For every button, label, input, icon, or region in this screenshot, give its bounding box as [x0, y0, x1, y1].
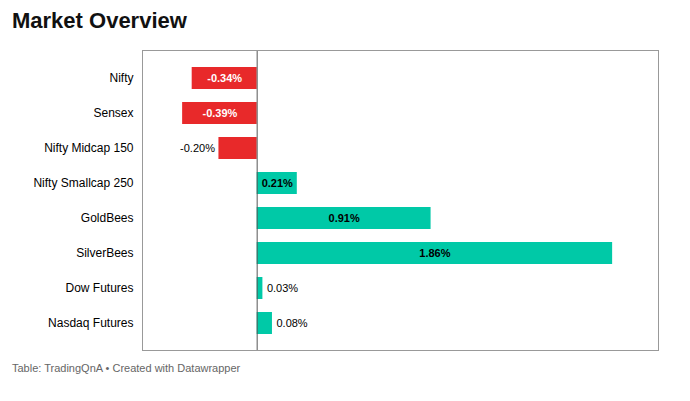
svg-text:Nasdaq Futures: Nasdaq Futures: [48, 316, 133, 330]
svg-text:-0.20%: -0.20%: [180, 142, 215, 154]
svg-text:0.21%: 0.21%: [262, 177, 293, 189]
svg-text:Nifty: Nifty: [110, 71, 134, 85]
svg-text:-0.34%: -0.34%: [207, 72, 242, 84]
html-text:Market Overview: Market Overview: [12, 8, 187, 33]
svg-text:SilverBees: SilverBees: [76, 246, 133, 260]
svg-text:Nifty Midcap 150: Nifty Midcap 150: [44, 141, 134, 155]
svg-text:Nifty Smallcap 250: Nifty Smallcap 250: [33, 176, 133, 190]
svg-text:Sensex: Sensex: [93, 106, 133, 120]
svg-text:0.08%: 0.08%: [276, 317, 307, 329]
svg-text:1.86%: 1.86%: [419, 247, 450, 259]
svg-text:0.03%: 0.03%: [267, 282, 298, 294]
svg-text:-0.39%: -0.39%: [202, 107, 237, 119]
svg-text:Dow Futures: Dow Futures: [65, 281, 133, 295]
svg-text:GoldBees: GoldBees: [81, 211, 134, 225]
svg-text:0.91%: 0.91%: [329, 212, 360, 224]
html-text:Table: TradingQnA • Created wi: Table: TradingQnA • Created with Datawra…: [12, 362, 241, 374]
